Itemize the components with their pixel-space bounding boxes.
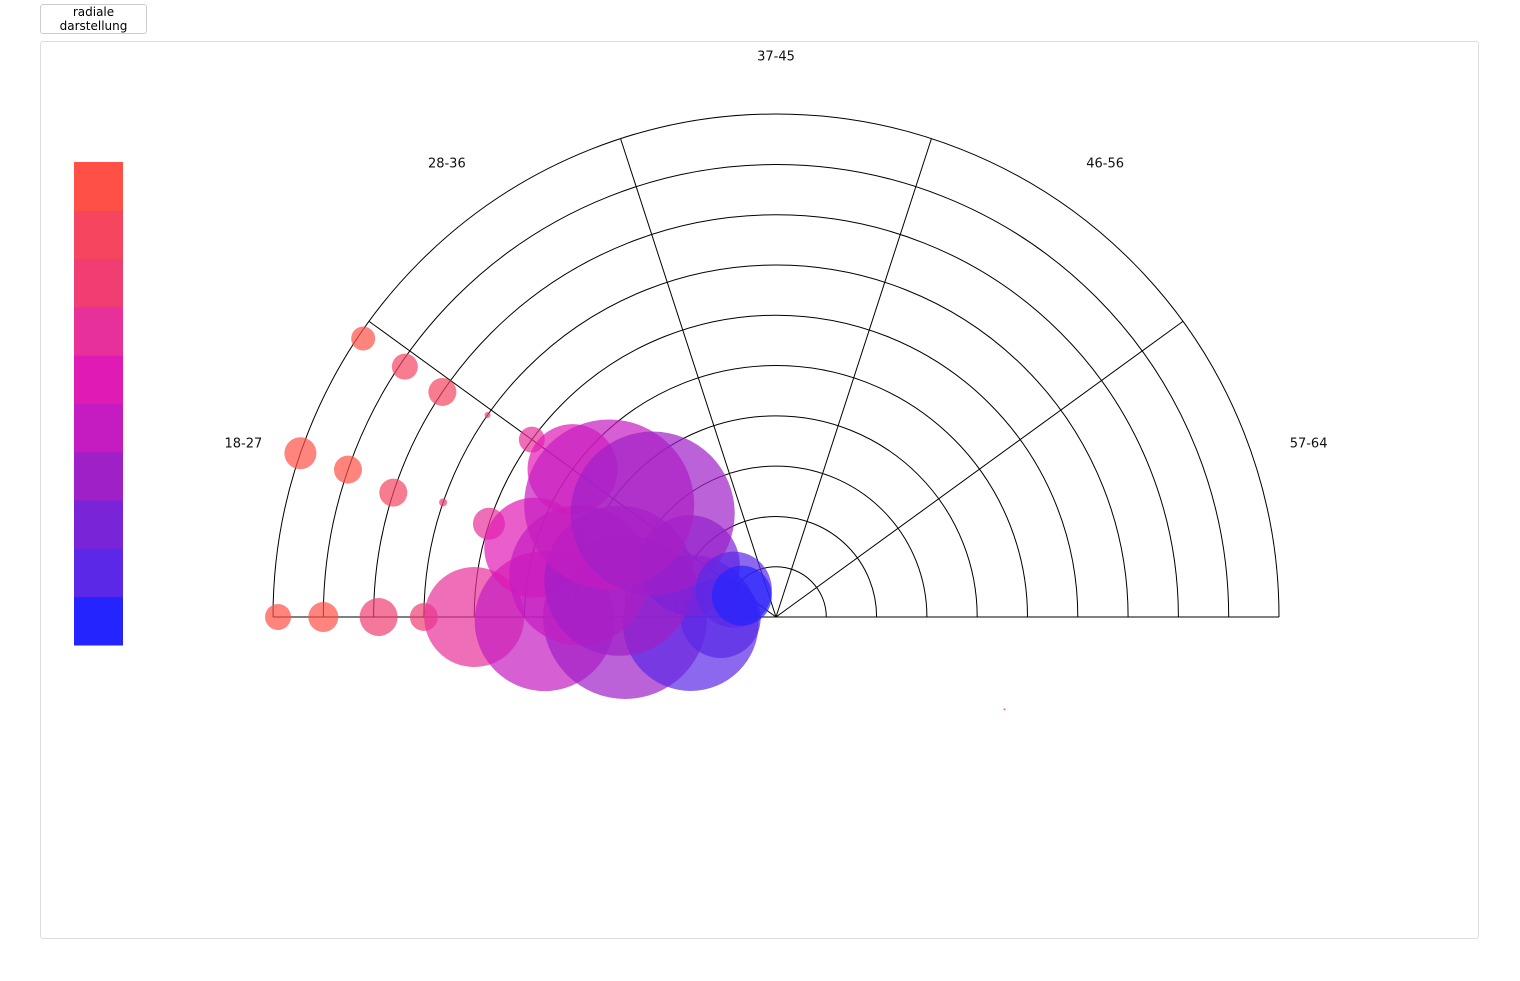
bubble [570, 431, 735, 596]
color-legend-step [74, 210, 123, 260]
mode-button[interactable]: radiale darstellung [40, 4, 147, 34]
ring [423, 264, 1129, 618]
sector-label: 28-36 [428, 156, 466, 171]
bubble [333, 455, 362, 484]
color-legend-step [74, 596, 123, 646]
bubble [265, 604, 292, 630]
color-legend-step [74, 548, 123, 598]
color-legend-step [74, 451, 123, 501]
sector-label: 57-64 [1290, 436, 1328, 451]
bubble [439, 498, 448, 507]
sector-label: 46-56 [1086, 156, 1124, 171]
ring [373, 214, 1179, 618]
ring [473, 314, 1079, 618]
bubble [359, 598, 398, 636]
spoke [775, 138, 932, 618]
sector-label: 37-45 [757, 50, 795, 65]
bubble [284, 437, 317, 470]
color-legend-step [74, 306, 123, 356]
color-legend-step [74, 500, 123, 549]
sector-label: 18-27 [225, 436, 263, 451]
color-legend-step [74, 403, 123, 453]
color-legend-step [74, 258, 123, 308]
bubble [379, 478, 408, 507]
spoke [775, 320, 1184, 618]
spoke [620, 138, 777, 618]
chart-panel [40, 41, 1479, 939]
ring [322, 163, 1230, 618]
bubble [1003, 708, 1006, 711]
color-legend-step [74, 355, 123, 404]
bubble [484, 412, 491, 419]
bubble [428, 377, 457, 406]
ring [272, 113, 1280, 618]
color-legend-step [74, 162, 123, 211]
bubble [351, 326, 376, 351]
bubble [711, 565, 772, 626]
bubble [391, 353, 418, 380]
bubble [308, 602, 339, 632]
